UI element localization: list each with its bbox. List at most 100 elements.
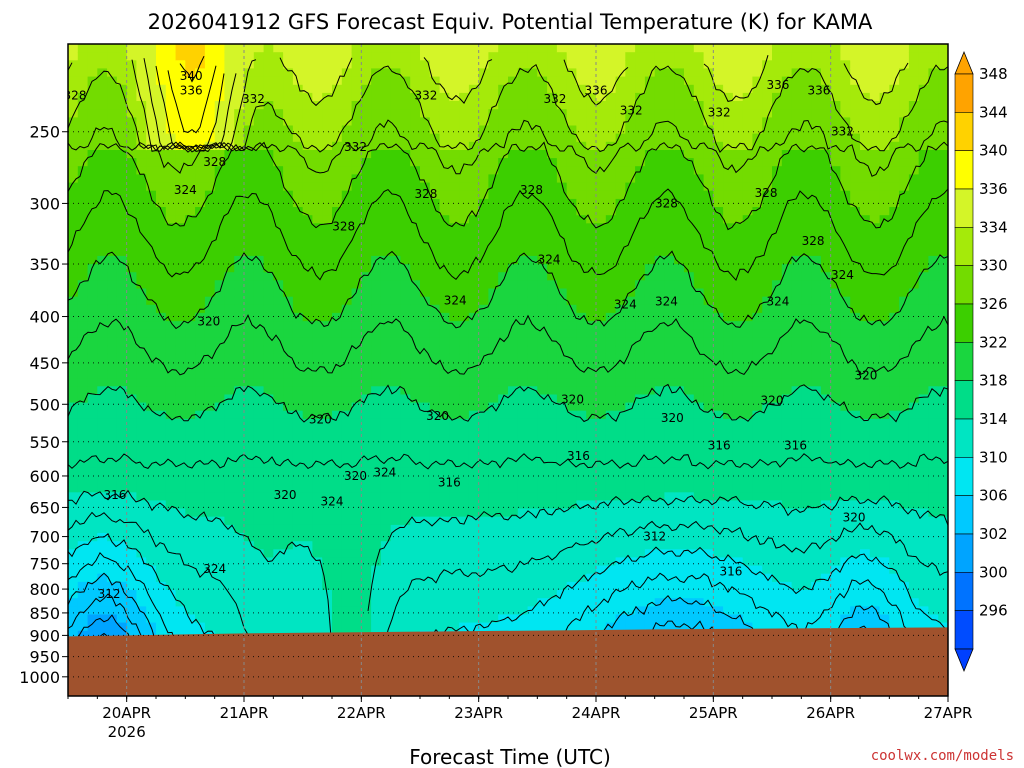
field-cell — [224, 207, 235, 216]
field-cell — [380, 296, 392, 306]
field-cell — [654, 117, 666, 127]
field-cell — [459, 614, 470, 624]
field-cell — [244, 435, 255, 444]
field-cell — [400, 524, 411, 534]
field-cell — [224, 92, 235, 102]
field-cell — [156, 337, 167, 347]
field-cell — [468, 207, 480, 216]
field-cell — [351, 125, 362, 135]
field-cell — [361, 549, 372, 558]
field-cell — [644, 443, 656, 453]
field-cell — [556, 198, 568, 208]
field-cell — [429, 68, 441, 78]
field-cell — [185, 484, 196, 493]
field-cell — [292, 304, 304, 314]
field-cell — [371, 296, 382, 306]
field-cell — [605, 280, 617, 290]
field-cell — [146, 614, 157, 624]
field-cell — [371, 247, 382, 257]
field-cell — [351, 174, 362, 184]
field-cell — [126, 598, 138, 607]
field-cell — [537, 280, 548, 290]
field-cell — [175, 337, 186, 347]
field-cell — [547, 141, 558, 151]
field-cell — [420, 435, 431, 444]
field-cell — [517, 52, 529, 61]
field-cell — [214, 345, 226, 355]
field-cell — [322, 394, 333, 404]
field-cell — [517, 386, 529, 396]
field-cell — [371, 549, 382, 558]
field-cell — [234, 598, 245, 607]
field-cell — [195, 484, 206, 493]
field-cell — [253, 378, 265, 387]
field-cell — [263, 288, 274, 298]
field-cell — [97, 386, 108, 396]
field-cell — [263, 109, 274, 118]
field-cell — [371, 101, 382, 110]
field-cell — [273, 533, 284, 542]
field-cell — [97, 345, 108, 355]
field-cell — [322, 622, 333, 632]
field-cell — [175, 622, 186, 632]
field-cell — [517, 622, 529, 632]
field-cell — [312, 321, 323, 330]
field-cell — [273, 614, 284, 624]
field-cell — [126, 402, 138, 412]
field-cell — [175, 44, 186, 53]
field-cell — [273, 524, 284, 534]
field-cell — [244, 198, 255, 208]
field-cell — [410, 166, 421, 175]
field-cell — [420, 190, 431, 200]
field-cell — [420, 378, 431, 387]
field-cell — [390, 345, 402, 355]
field-cell — [68, 378, 79, 387]
field-cell — [273, 141, 284, 151]
field-cell — [596, 68, 607, 78]
field-cell — [156, 459, 167, 469]
field-cell — [175, 516, 186, 526]
field-cell — [644, 76, 656, 86]
field-cell — [664, 402, 675, 412]
field-cell — [410, 239, 421, 249]
field-cell — [439, 84, 450, 94]
field-cell — [400, 231, 411, 241]
field-cell — [459, 76, 470, 86]
field-cell — [517, 533, 529, 542]
field-cell — [322, 255, 333, 265]
field-cell — [126, 410, 138, 420]
field-cell — [371, 109, 382, 118]
field-cell — [576, 443, 587, 453]
field-cell — [478, 476, 490, 485]
field-cell — [468, 622, 480, 632]
field-cell — [625, 182, 636, 192]
field-cell — [292, 524, 304, 534]
field-cell — [244, 459, 255, 469]
field-cell — [635, 304, 646, 314]
field-cell — [615, 117, 626, 127]
field-cell — [126, 255, 138, 265]
field-cell — [361, 60, 372, 69]
field-cell — [478, 581, 490, 591]
field-cell — [273, 182, 284, 192]
field-cell — [459, 533, 470, 542]
field-cell — [566, 353, 578, 363]
field-cell — [371, 386, 382, 396]
field-cell — [556, 60, 568, 69]
field-cell — [332, 231, 343, 241]
field-cell — [87, 427, 98, 436]
field-cell — [361, 508, 372, 518]
field-cell — [224, 280, 235, 290]
field-cell — [126, 247, 138, 257]
field-cell — [390, 427, 402, 436]
field-cell — [459, 549, 470, 558]
field-cell — [126, 68, 138, 78]
field-cell — [302, 337, 314, 347]
field-cell — [224, 606, 235, 616]
field-cell — [185, 427, 196, 436]
field-cell — [146, 337, 157, 347]
field-cell — [273, 590, 284, 599]
field-cell — [107, 337, 118, 347]
field-cell — [136, 549, 147, 558]
field-cell — [253, 182, 265, 192]
